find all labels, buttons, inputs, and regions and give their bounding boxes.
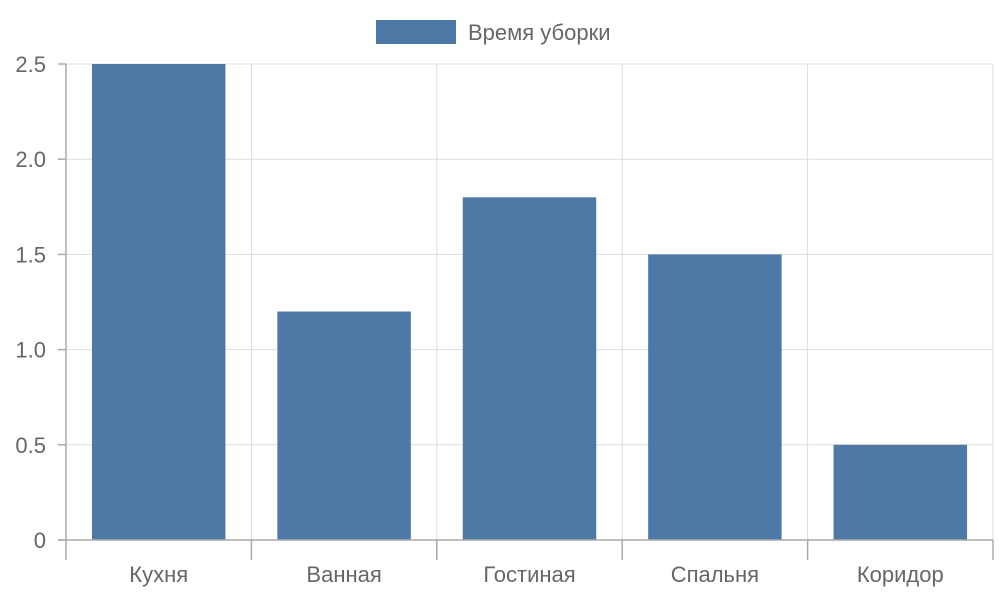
y-tick-label: 1.5 xyxy=(15,242,46,267)
x-tick-label: Кухня xyxy=(129,562,188,587)
x-tick-label: Коридор xyxy=(857,562,944,587)
bar xyxy=(91,64,226,540)
x-tick-label: Ванная xyxy=(306,562,381,587)
legend-swatch xyxy=(376,20,456,44)
bar xyxy=(277,311,411,540)
bar xyxy=(833,444,968,540)
legend: Время уборки xyxy=(376,20,611,45)
axes xyxy=(58,63,994,560)
y-tick-label: 1.0 xyxy=(15,338,46,363)
y-tick-label: 0 xyxy=(34,528,46,553)
legend-label: Время уборки xyxy=(468,20,611,45)
y-tick-label: 0.5 xyxy=(15,433,46,458)
bar xyxy=(462,197,597,540)
x-tick-label: Гостиная xyxy=(483,562,575,587)
bars xyxy=(91,64,968,540)
tick-labels: 0 0.5 1.0 1.5 2.0 2.5 Кухня Ванная Гостиная Спаль… xyxy=(15,52,943,587)
y-tick-label: 2.5 xyxy=(15,52,46,77)
x-tick-label: Спальня xyxy=(671,562,759,587)
y-tick-label: 2.0 xyxy=(15,147,46,172)
bar xyxy=(648,254,782,540)
